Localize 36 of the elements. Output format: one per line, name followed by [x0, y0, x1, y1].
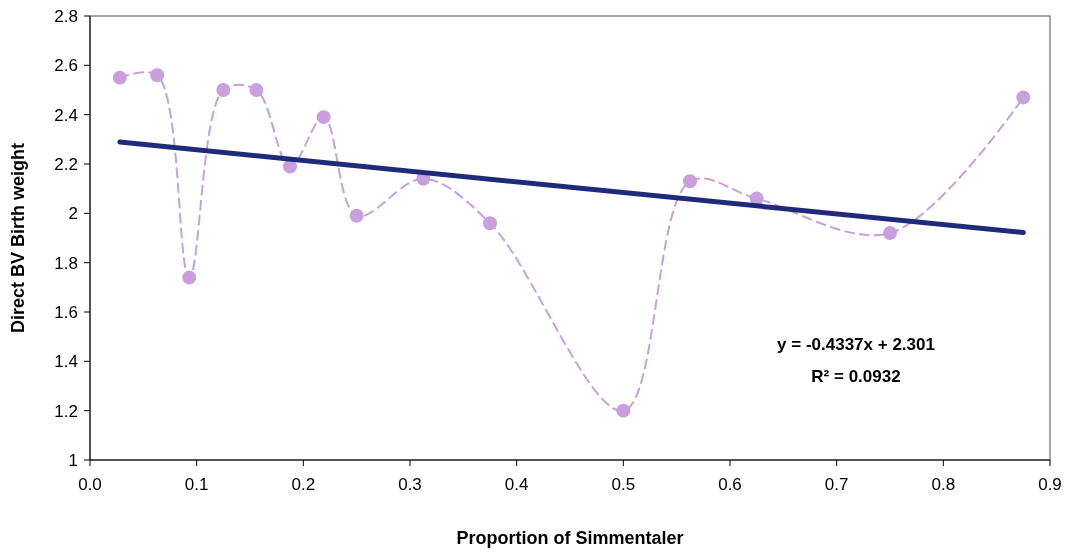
y-tick-label: 1.6 [54, 302, 78, 322]
point [216, 83, 231, 97]
x-tick-label: 0.3 [398, 475, 422, 494]
y-tick-label: 2.6 [54, 56, 78, 76]
y-tick-label: 2.4 [54, 105, 78, 125]
point [249, 83, 264, 97]
point [483, 216, 497, 231]
y-tick-label: 1.2 [54, 401, 78, 421]
x-tick-label: 0.7 [824, 475, 849, 494]
y-tick-label: 1 [68, 450, 78, 470]
point [683, 174, 697, 189]
x-tick-label: 0.5 [611, 475, 636, 494]
x-tick-label: 0.6 [718, 475, 742, 494]
point [616, 403, 631, 418]
annotation: R² = 0.0932 [811, 367, 901, 386]
point [316, 110, 331, 125]
point [112, 70, 127, 85]
y-tick-label: 1.4 [54, 352, 78, 372]
x-tick-label: 0.1 [184, 475, 209, 494]
x-axis-title: Proportion of Simmentaler [456, 528, 684, 548]
point [883, 226, 897, 241]
point [349, 208, 364, 223]
y-tick-label: 2.8 [54, 6, 78, 26]
x-tick-label: 0.8 [931, 475, 956, 494]
y-tick-label: 2.2 [54, 154, 78, 174]
x-tick-label: 0.4 [504, 475, 529, 494]
annotation: y = -0.4337x + 2.301 [777, 335, 935, 354]
x-tick-label: 0.2 [291, 475, 316, 494]
x-tick-label: 0.0 [78, 475, 102, 494]
point [1016, 90, 1031, 105]
y-tick-label: 1.8 [54, 253, 78, 273]
y-tick-label: 2 [68, 204, 78, 224]
y-axis-title: Direct BV Birth weight [8, 142, 28, 334]
point [150, 68, 165, 83]
x-tick-label: 0.9 [1038, 475, 1062, 494]
point [182, 270, 197, 285]
